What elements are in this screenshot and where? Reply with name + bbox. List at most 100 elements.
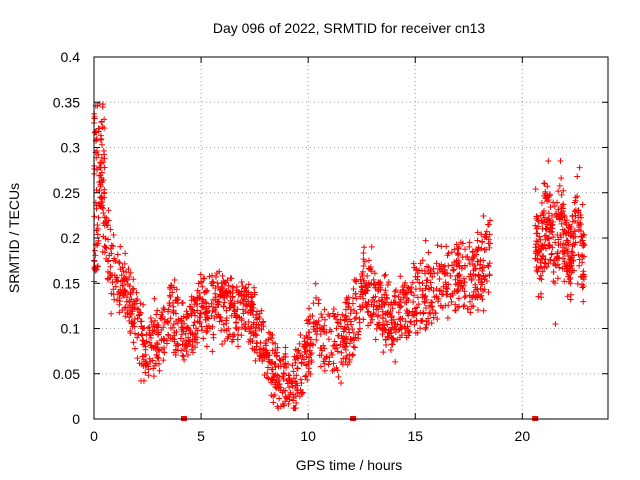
data-point: [401, 282, 408, 289]
data-point: [94, 222, 101, 229]
data-point: [285, 372, 292, 379]
y-tick-label: 0.2: [61, 230, 81, 246]
data-point: [478, 292, 485, 299]
data-point: [131, 305, 138, 312]
data-point: [469, 249, 476, 256]
data-point: [568, 260, 575, 267]
data-point: [368, 243, 375, 250]
data-point: [368, 268, 375, 275]
data-point: [405, 284, 412, 291]
data-point: [345, 326, 352, 333]
data-point: [549, 244, 556, 251]
data-point: [98, 154, 105, 161]
x-tick-label: 0: [90, 428, 98, 444]
data-point: [94, 225, 101, 232]
data-point: [185, 337, 192, 344]
data-point: [306, 365, 313, 372]
data-point: [228, 275, 235, 282]
data-point: [100, 190, 107, 197]
data-point: [467, 298, 474, 305]
data-point: [323, 354, 330, 361]
data-point: [233, 314, 240, 321]
data-point: [297, 376, 304, 383]
data-point: [321, 328, 328, 335]
data-point: [565, 259, 572, 266]
data-point: [379, 308, 386, 315]
data-point: [576, 262, 583, 269]
data-point: [171, 349, 178, 356]
data-point: [212, 294, 219, 301]
data-point: [264, 370, 271, 377]
data-point: [123, 276, 130, 283]
data-point: [382, 336, 389, 343]
data-point: [151, 362, 158, 369]
data-point: [333, 325, 340, 332]
data-point: [274, 403, 281, 410]
data-point: [383, 342, 390, 349]
data-point: [350, 343, 357, 350]
data-point: [145, 372, 152, 379]
data-point: [416, 267, 423, 274]
data-point: [387, 347, 394, 354]
data-point: [289, 362, 296, 369]
data-point: [435, 298, 442, 305]
data-point: [99, 123, 106, 130]
data-point: [364, 309, 371, 316]
data-point: [349, 294, 356, 301]
data-point: [480, 307, 487, 314]
data-point: [485, 236, 492, 243]
data-point: [104, 275, 111, 282]
data-point: [552, 321, 559, 328]
data-point: [550, 269, 557, 276]
data-point: [334, 311, 341, 318]
data-point: [171, 329, 178, 336]
data-point: [415, 301, 422, 308]
data-point: [304, 320, 311, 327]
data-point: [412, 305, 419, 312]
data-point: [321, 360, 328, 367]
data-point: [414, 329, 421, 336]
data-point: [341, 325, 348, 332]
data-point: [426, 319, 433, 326]
data-point: [419, 280, 426, 287]
data-point: [268, 379, 275, 386]
data-point: [576, 256, 583, 263]
data-point: [279, 373, 286, 380]
data-point: [581, 241, 588, 248]
data-point: [96, 164, 103, 171]
data-point: [375, 312, 382, 319]
data-point: [360, 295, 367, 302]
data-point: [302, 342, 309, 349]
data-point: [545, 157, 552, 164]
data-point: [91, 115, 98, 122]
data-point: [408, 289, 415, 296]
data-point: [275, 377, 282, 384]
data-point: [539, 268, 546, 275]
data-point: [212, 308, 219, 315]
data-point: [160, 324, 167, 331]
data-point: [103, 255, 110, 262]
data-point: [474, 229, 481, 236]
data-point: [451, 307, 458, 314]
data-point: [122, 250, 129, 257]
data-point: [183, 325, 190, 332]
data-point: [282, 360, 289, 367]
data-point: [410, 298, 417, 305]
data-point: [272, 340, 279, 347]
data-point: [165, 319, 172, 326]
data-point: [431, 294, 438, 301]
data-point: [450, 267, 457, 274]
data-point: [462, 293, 469, 300]
data-point: [270, 374, 277, 381]
data-point: [179, 341, 186, 348]
data-point: [154, 321, 161, 328]
data-point: [305, 328, 312, 335]
data-point: [392, 320, 399, 327]
x-tick-label: 5: [197, 428, 205, 444]
data-point: [267, 360, 274, 367]
data-point: [181, 320, 188, 327]
data-point: [137, 300, 144, 307]
data-point: [552, 239, 559, 246]
data-point: [481, 286, 488, 293]
data-point: [200, 275, 207, 282]
